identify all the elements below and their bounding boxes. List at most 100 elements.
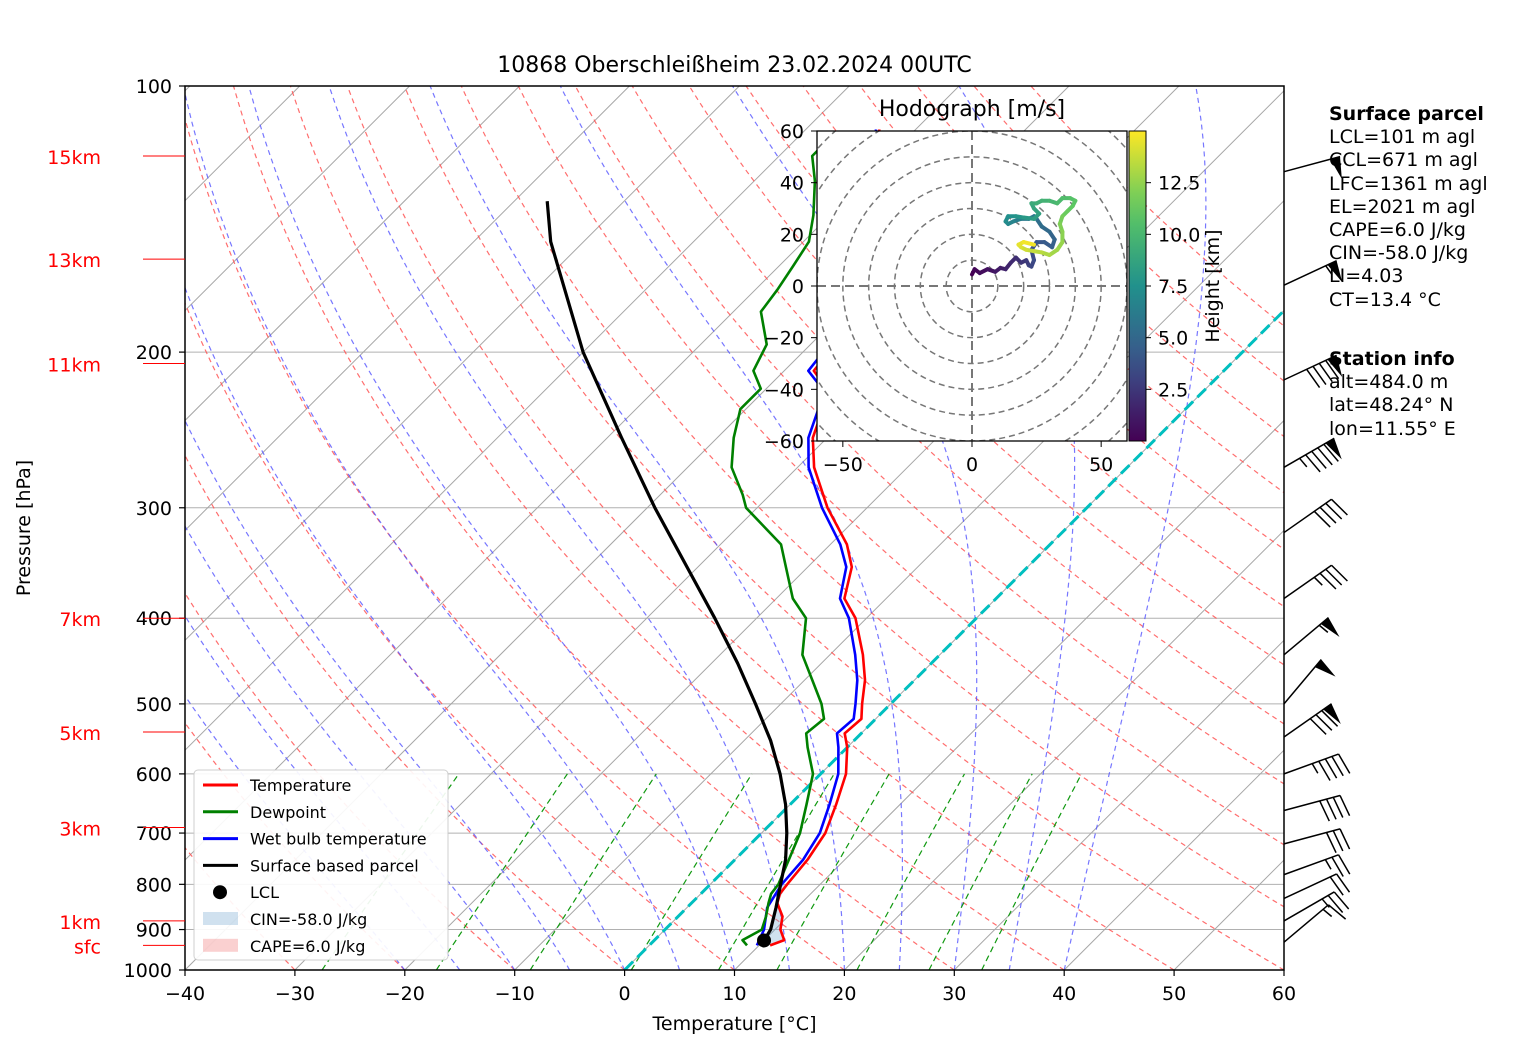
- wind-barb: [1283, 658, 1336, 705]
- height-label: 7km: [59, 609, 101, 631]
- surface-parcel-cape: CAPE=6.0 J/kg: [1329, 219, 1466, 242]
- y-axis-label: Pressure [hPa]: [13, 460, 35, 596]
- y-tick-label: 1000: [124, 960, 172, 982]
- wind-barb: [1283, 873, 1351, 900]
- surface-parcel-el: EL=2021 m agl: [1329, 195, 1476, 218]
- wind-barb: [1283, 828, 1351, 854]
- x-tick-label: 30: [942, 983, 966, 1005]
- hodograph-y-tick-label: 0: [792, 276, 804, 298]
- dry-adiabat: [517, 86, 1284, 846]
- isotherm-line: [953, 639, 1284, 970]
- height-label: 11km: [47, 354, 101, 376]
- x-tick-label: 10: [722, 983, 746, 1005]
- moist-adiabat: [1063, 86, 1207, 970]
- surface-parcel-heading: Surface parcel: [1329, 103, 1484, 125]
- chart-title: 10868 Oberschleißheim 23.02.2024 00UTC: [497, 53, 972, 78]
- legend-swatch: [203, 912, 238, 925]
- x-tick-label: 50: [1162, 983, 1186, 1005]
- hodograph-y-tick-label: 60: [780, 121, 804, 143]
- station-info-heading: Station info: [1329, 348, 1455, 370]
- mixing-ratio-line: [529, 773, 657, 970]
- height-label: 5km: [59, 723, 101, 745]
- legend-label: LCL: [250, 883, 279, 902]
- colorbar-tick-label: 7.5: [1158, 276, 1188, 298]
- x-tick-label: −40: [165, 983, 205, 1005]
- isotherm-line: [185, 86, 850, 751]
- moist-adiabat: [559, 86, 903, 970]
- hodograph: [811, 130, 1151, 447]
- legend-swatch: [203, 938, 238, 952]
- surface-parcel-ccl: CCL=671 m agl: [1329, 149, 1478, 172]
- wind-barb: [1283, 904, 1347, 943]
- moist-adiabat: [185, 419, 571, 970]
- wind-barb: [1283, 854, 1351, 877]
- colorbar-tick-label: 2.5: [1158, 379, 1188, 401]
- hodograph-x-tick-label: 0: [966, 454, 978, 476]
- dry-adiabat: [859, 86, 1284, 494]
- dry-adiabat: [460, 86, 1284, 908]
- wind-barb: [1283, 437, 1342, 473]
- hodograph-segment: [1021, 240, 1036, 247]
- surface-parcel-ct: CT=13.4 °C: [1329, 288, 1441, 311]
- y-tick-label: 400: [136, 608, 172, 630]
- isotherm-line: [844, 529, 1284, 970]
- wind-barb: [1283, 564, 1348, 600]
- legend-label: Temperature: [249, 776, 351, 795]
- y-tick-label: 100: [136, 76, 172, 98]
- y-tick-label: 900: [136, 920, 172, 942]
- station-info-panel: Station info alt=484.0 m lat=48.24° N lo…: [1329, 348, 1456, 441]
- hodograph-title: Hodograph [m/s]: [879, 97, 1065, 122]
- wind-barb: [1283, 259, 1343, 286]
- dry-adiabat: [185, 721, 406, 970]
- isotherm-line: [185, 86, 740, 642]
- moist-adiabat: [429, 86, 845, 970]
- lcl-marker: [757, 933, 772, 948]
- surface-parcel-line: [545, 201, 789, 946]
- legend-label: Dewpoint: [250, 803, 326, 822]
- dry-adiabat: [185, 454, 625, 970]
- wind-barb: [1283, 753, 1351, 781]
- zero-isotherm: [623, 308, 1284, 970]
- y-tick-label: 800: [136, 874, 172, 896]
- hodograph-x-tick-label: 50: [1089, 454, 1113, 476]
- mixing-ratio-line: [981, 773, 1083, 970]
- colorbar-tick-label: 10.0: [1158, 224, 1200, 246]
- station-lon: lon=11.55° E: [1329, 417, 1456, 440]
- legend-box: [193, 769, 449, 961]
- mixing-ratio-line: [928, 773, 1033, 970]
- isotherm-line: [185, 86, 520, 422]
- x-tick-label: −20: [385, 983, 425, 1005]
- y-tick-label: 300: [136, 498, 172, 520]
- moist-adiabat: [185, 286, 626, 970]
- surface-parcel-cin: CIN=-58.0 J/kg: [1329, 242, 1469, 265]
- surface-parcel-panel: Surface parcel LCL=101 m agl CCL=671 m a…: [1329, 103, 1488, 312]
- station-alt: alt=484.0 m: [1329, 371, 1449, 394]
- dry-adiabat: [403, 86, 1284, 970]
- colorbar: [1128, 130, 1147, 442]
- moist-adiabat: [185, 91, 681, 970]
- surface-parcel-lcl: LCL=101 m agl: [1329, 126, 1476, 149]
- y-tick-label: 500: [136, 694, 172, 716]
- legend: [193, 769, 449, 961]
- wind-barb: [1283, 354, 1343, 388]
- y-tick-label: 200: [136, 342, 172, 364]
- dry-adiabat: [289, 86, 1065, 970]
- surface-parcel-li: LI=4.03: [1329, 265, 1404, 288]
- x-tick-label: 60: [1272, 983, 1296, 1005]
- station-lat: lat=48.24° N: [1329, 394, 1454, 417]
- y-tick-label: 700: [136, 823, 172, 845]
- x-tick-label: 0: [619, 983, 631, 1005]
- height-label: sfc: [74, 936, 101, 958]
- surface-parcel-lfc: LFC=1361 m agl: [1329, 172, 1488, 195]
- hodograph-y-tick-label: −60: [764, 431, 804, 453]
- wind-barb: [1283, 891, 1350, 922]
- wind-barb: [1283, 498, 1348, 534]
- x-tick-label: −30: [275, 983, 315, 1005]
- dry-adiabat: [185, 301, 735, 970]
- height-label: 13km: [47, 250, 101, 272]
- moist-adiabat: [958, 86, 1076, 970]
- hodograph-y-tick-label: 40: [780, 173, 804, 195]
- height-label: 1km: [59, 912, 101, 934]
- dewpoint-line: [730, 131, 837, 947]
